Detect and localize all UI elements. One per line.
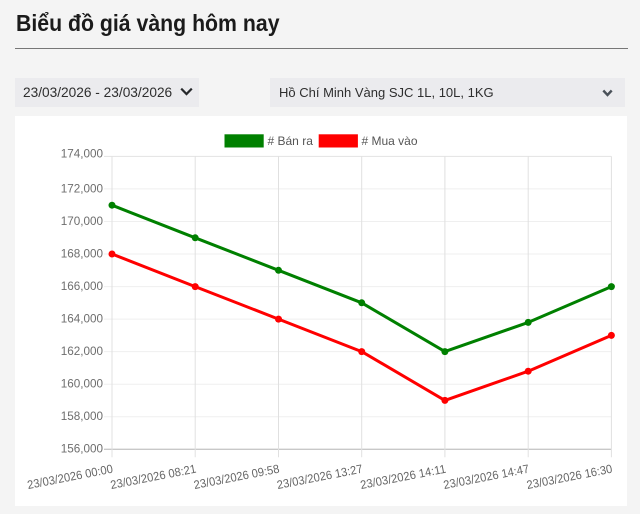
svg-text:174,000: 174,000 (61, 148, 104, 161)
svg-text:166,000: 166,000 (61, 280, 104, 293)
svg-text:23/03/2026 14:11: 23/03/2026 14:11 (359, 462, 447, 492)
svg-text:158,000: 158,000 (61, 410, 104, 423)
svg-text:23/03/2026 09:58: 23/03/2026 09:58 (192, 462, 280, 492)
svg-text:# Mua vào: # Mua vào (362, 134, 418, 148)
svg-text:23/03/2026 08:21: 23/03/2026 08:21 (109, 462, 197, 492)
svg-text:170,000: 170,000 (61, 215, 104, 228)
svg-text:160,000: 160,000 (61, 378, 104, 391)
svg-text:23/03/2026 13:27: 23/03/2026 13:27 (276, 462, 364, 492)
svg-text:23/03/2026 00:00: 23/03/2026 00:00 (26, 462, 114, 492)
svg-text:23/03/2026 14:47: 23/03/2026 14:47 (442, 462, 530, 492)
svg-text:23/03/2026 16:30: 23/03/2026 16:30 (525, 462, 613, 492)
svg-text:162,000: 162,000 (61, 345, 104, 358)
svg-text:# Bán ra: # Bán ra (268, 134, 314, 148)
svg-text:164,000: 164,000 (61, 313, 104, 326)
svg-text:172,000: 172,000 (61, 182, 104, 195)
svg-text:168,000: 168,000 (61, 247, 104, 260)
svg-text:156,000: 156,000 (61, 443, 104, 456)
